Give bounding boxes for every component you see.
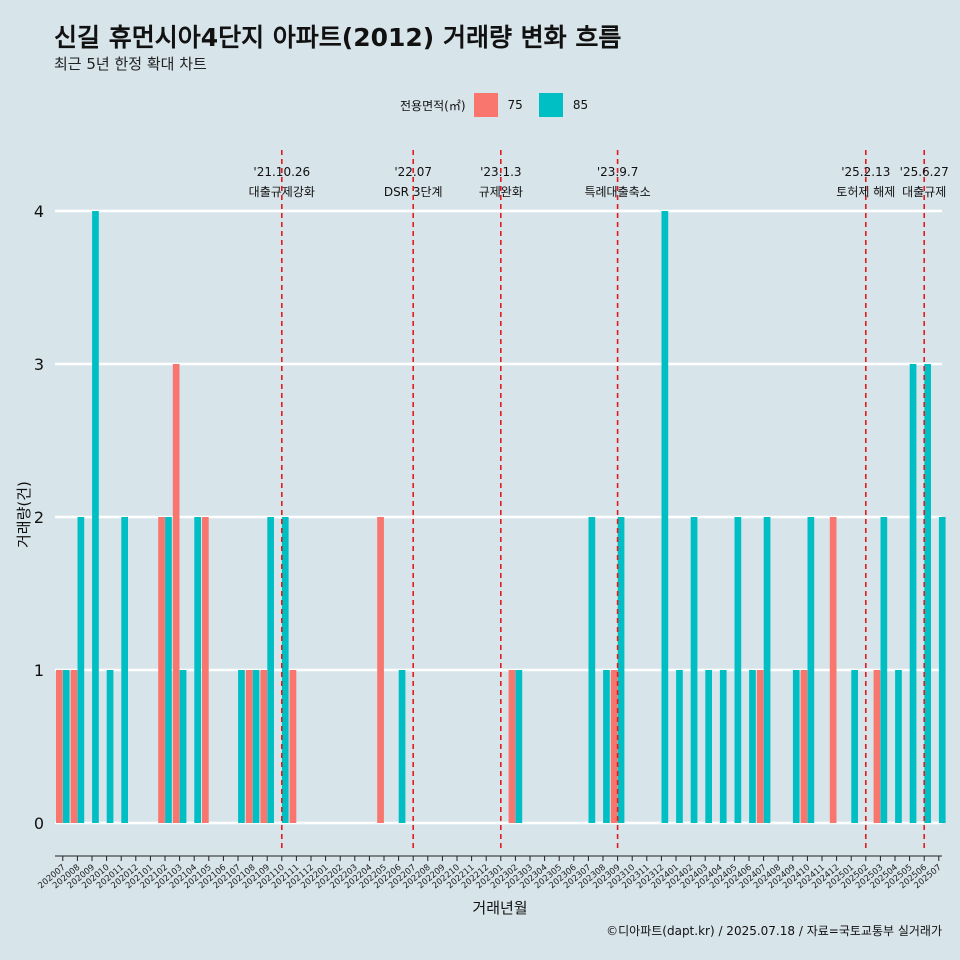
bar-85-202505 xyxy=(909,364,917,823)
legend: 전용면적(㎡) 75 85 xyxy=(400,93,604,117)
event-date-label: '25.2.13 xyxy=(841,165,890,179)
bar-85-202404 xyxy=(719,670,727,823)
bar-85-202010 xyxy=(106,670,114,823)
bar-85-202302 xyxy=(515,670,523,823)
bar-75-202410 xyxy=(800,670,808,823)
event-name-label: DSR 3단계 xyxy=(384,185,443,199)
bar-85-202504 xyxy=(895,670,902,823)
bar-85-202401 xyxy=(676,670,683,823)
bar-85-202405 xyxy=(734,517,742,823)
bar-85-202308 xyxy=(603,670,610,823)
bar-85-202309 xyxy=(617,517,625,823)
bar-85-202011 xyxy=(121,517,128,823)
bar-85-202108 xyxy=(252,670,260,823)
event-name-label: 특례대출축소 xyxy=(584,185,650,199)
bar-85-202009 xyxy=(92,211,99,823)
event-name-label: 토허제 해제 xyxy=(836,185,895,199)
bar-85-202307 xyxy=(588,517,596,823)
bar-85-202008 xyxy=(77,517,85,823)
event-date-label: '25.6.27 xyxy=(900,165,949,179)
bar-75-202103 xyxy=(172,364,180,823)
y-tick-label: 4 xyxy=(34,202,44,221)
chart-caption: ©디아파트(dapt.kr) / 2025.07.18 / 자료=국토교통부 실… xyxy=(606,924,942,938)
bar-85-202206 xyxy=(398,670,406,823)
legend-label-75: 75 xyxy=(507,98,523,112)
bar-85-202102 xyxy=(165,517,172,823)
legend-label-85: 85 xyxy=(572,98,589,112)
bar-85-202406 xyxy=(749,670,756,823)
bar-85-202109 xyxy=(267,517,274,823)
event-date-label: '23.1.3 xyxy=(480,165,521,179)
x-axis-label: 거래년월 xyxy=(472,899,528,917)
bar-85-202403 xyxy=(705,670,712,823)
bar-85-202410 xyxy=(807,517,815,823)
bar-75-202407 xyxy=(756,670,764,823)
y-tick-label: 0 xyxy=(34,814,44,833)
legend-swatch-75 xyxy=(473,93,498,117)
bar-75-202302 xyxy=(508,670,516,823)
bar-75-202111 xyxy=(289,670,297,823)
bar-75-202007 xyxy=(56,670,63,823)
bar-75-202309 xyxy=(610,670,618,823)
legend-swatch-85 xyxy=(538,93,563,117)
bar-85-202501 xyxy=(851,670,858,823)
y-tick-label: 1 xyxy=(34,661,44,680)
bar-75-202008 xyxy=(70,670,78,823)
bar-85-202312 xyxy=(661,211,669,823)
event-date-label: '23.9.7 xyxy=(597,165,638,179)
bar-85-202402 xyxy=(690,517,698,823)
event-name-label: 대출규제 xyxy=(902,185,946,199)
bar-75-202105 xyxy=(202,517,209,823)
bar-75-202503 xyxy=(873,670,881,823)
legend-title: 전용면적(㎡) xyxy=(400,98,466,113)
y-tick-label: 2 xyxy=(34,508,44,527)
bar-75-202205 xyxy=(377,517,384,823)
bar-85-202409 xyxy=(792,670,800,823)
event-name-label: 대출규제강화 xyxy=(249,185,315,199)
bar-85-202407 xyxy=(763,517,771,823)
bar-85-202103 xyxy=(179,670,187,823)
event-name-label: 규제완화 xyxy=(479,185,523,199)
y-tick-label: 3 xyxy=(34,355,44,374)
bar-85-202110 xyxy=(281,517,289,823)
chart-title: 신길 휴먼시아4단지 아파트(2012) 거래량 변화 흐름 xyxy=(54,23,622,52)
bar-85-202507 xyxy=(938,517,946,823)
event-date-label: '22.07 xyxy=(394,165,432,179)
bar-75-202412 xyxy=(829,517,837,823)
bar-85-202503 xyxy=(880,517,888,823)
bar-75-202102 xyxy=(158,517,165,823)
bar-85-202107 xyxy=(238,670,245,823)
bar-85-202506 xyxy=(924,364,931,823)
bar-75-202109 xyxy=(260,670,268,823)
chart-subtitle: 최근 5년 한정 확대 차트 xyxy=(54,55,207,73)
bar-85-202007 xyxy=(62,670,70,823)
event-date-label: '21.10.26 xyxy=(253,165,310,179)
bar-75-202108 xyxy=(245,670,253,823)
bar-85-202104 xyxy=(194,517,201,823)
